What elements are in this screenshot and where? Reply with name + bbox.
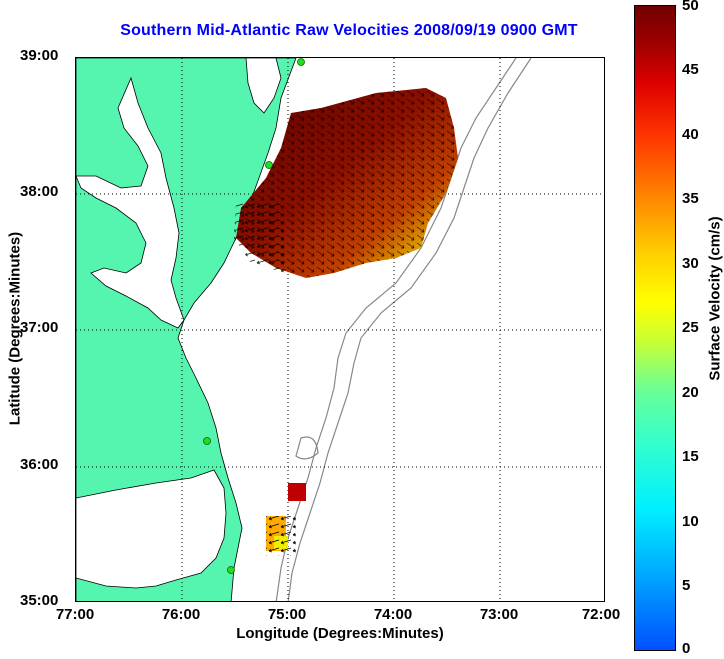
y-tick-label: 35:00 — [20, 592, 59, 609]
y-axis-label: Latitude (Degrees:Minutes) — [6, 231, 24, 426]
colorbar-tick-label: 20 — [682, 384, 699, 401]
colorbar-tick-label: 30 — [682, 255, 699, 272]
colorbar-label: Surface Velocity (cm/s) — [706, 216, 724, 381]
x-tick-label: 76:00 — [161, 606, 201, 623]
colorbar-tick-label: 35 — [682, 190, 699, 207]
colorbar-tick-label: 50 — [682, 0, 699, 14]
x-tick-label: 75:00 — [267, 606, 307, 623]
x-axis-label: Longitude (Degrees:Minutes) — [236, 625, 444, 642]
radar-station-markers — [203, 58, 305, 574]
pamlico-sound — [76, 469, 227, 589]
y-tick-label: 36:00 — [20, 456, 59, 473]
bathymetry-contours — [275, 58, 532, 601]
colorbar-tick-label: 25 — [682, 319, 699, 336]
x-tick-label: 77:00 — [55, 606, 95, 623]
current-field-north — [234, 88, 458, 278]
x-tick-label: 74:00 — [373, 606, 413, 623]
colorbar-tick-label: 45 — [682, 61, 699, 78]
colorbar-tick-label: 40 — [682, 126, 699, 143]
chesapeake-bay — [76, 76, 185, 329]
x-tick-label: 73:00 — [479, 606, 519, 623]
map-title: Southern Mid-Atlantic Raw Velocities 200… — [120, 22, 578, 39]
colorbar-tick-label: 15 — [682, 448, 699, 465]
current-field-south — [266, 483, 306, 556]
map-canvas — [76, 58, 604, 601]
y-tick-label: 37:00 — [20, 319, 59, 336]
x-tick-label: 72:00 — [581, 606, 621, 623]
colorbar-tick-label: 0 — [682, 640, 691, 657]
colorbar — [634, 5, 676, 651]
y-tick-label: 39:00 — [20, 47, 59, 64]
colorbar-tick-label: 10 — [682, 513, 699, 530]
delaware-bay — [245, 58, 282, 114]
y-tick-label: 38:00 — [20, 183, 59, 200]
colorbar-tick-label: 5 — [682, 577, 691, 594]
map-plot-area — [75, 57, 605, 602]
